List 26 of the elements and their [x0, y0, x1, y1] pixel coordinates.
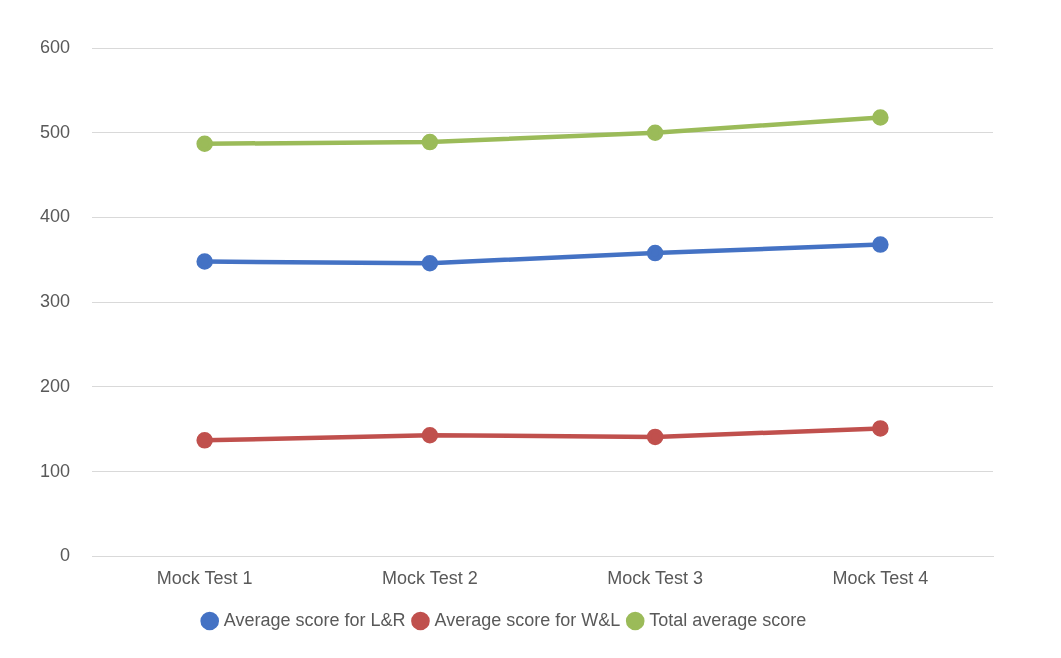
- y-tick-label: 600: [39, 36, 71, 57]
- point: [196, 135, 213, 152]
- x-tick-label: Mock Test 3: [607, 568, 703, 589]
- point: [196, 253, 213, 270]
- point: [196, 432, 213, 449]
- legend-label: Average score for W&L: [434, 609, 621, 630]
- point: [646, 124, 664, 141]
- point: [421, 133, 439, 151]
- legend-label: Average score for L&R: [223, 609, 406, 630]
- y-tick-label: 300: [39, 291, 71, 312]
- point: [421, 426, 439, 444]
- y-tick-label: 0: [60, 545, 71, 566]
- point: [421, 254, 439, 272]
- legend-label: Total average score: [649, 609, 807, 630]
- y-tick-label: 100: [39, 460, 71, 481]
- point: [872, 109, 889, 126]
- point: [646, 428, 664, 446]
- point: [872, 420, 889, 437]
- x-tick-label: Mock Test 4: [832, 568, 929, 589]
- y-tick-label: 400: [39, 206, 71, 227]
- point: [646, 244, 664, 262]
- x-tick-label: Mock Test 2: [382, 568, 478, 589]
- x-tick-label: Mock Test 1: [156, 568, 253, 589]
- y-tick-label: 200: [39, 375, 71, 396]
- y-tick-label: 500: [39, 121, 71, 142]
- point: [872, 236, 889, 253]
